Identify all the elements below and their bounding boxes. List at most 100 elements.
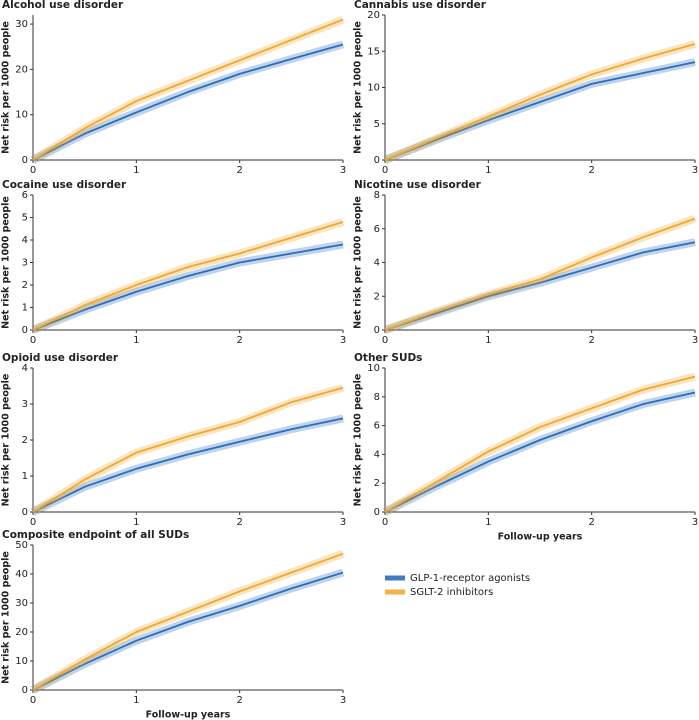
x-tick-label: 3 xyxy=(340,517,346,528)
confidence-band xyxy=(383,388,696,516)
y-tick-label: 0 xyxy=(374,507,380,518)
panel-title: Nicotine use disorder xyxy=(354,179,482,191)
series-line xyxy=(32,18,344,161)
confidence-band xyxy=(383,58,696,164)
series-line xyxy=(384,375,696,513)
series-line xyxy=(32,221,344,331)
x-tick-label: 1 xyxy=(133,517,139,528)
y-axis-label: Net risk per 1000 people xyxy=(353,21,364,154)
confidence-band xyxy=(31,40,345,164)
y-tick-label: 4 xyxy=(22,363,28,374)
y-tick-label: 0 xyxy=(22,685,28,696)
x-tick-label: 3 xyxy=(340,695,346,706)
x-tick-label: 2 xyxy=(588,517,594,528)
confidence-band xyxy=(31,240,344,334)
x-tick-label: 1 xyxy=(485,165,491,176)
series-line xyxy=(384,43,696,161)
y-tick-label: 4 xyxy=(374,449,380,460)
series-line xyxy=(32,417,344,513)
x-tick-label: 0 xyxy=(30,335,36,346)
y-tick-label: 4 xyxy=(22,235,28,246)
x-tick-label: 2 xyxy=(236,165,242,176)
y-axis-label: Net risk per 1000 people xyxy=(353,196,364,329)
x-tick-label: 3 xyxy=(340,165,346,176)
x-tick-label: 0 xyxy=(382,335,388,346)
y-tick-label: 5 xyxy=(22,213,28,224)
y-axis-label: Net risk per 1000 people xyxy=(1,551,12,684)
x-tick-label: 2 xyxy=(236,335,242,346)
series-line xyxy=(384,61,696,161)
y-axis-label: Net risk per 1000 people xyxy=(1,374,12,507)
x-axis-label: Follow-up years xyxy=(146,710,231,720)
x-tick-label: 2 xyxy=(236,517,242,528)
panel-title: Alcohol use disorder xyxy=(2,0,124,11)
y-tick-label: 30 xyxy=(15,19,28,30)
y-tick-label: 3 xyxy=(22,399,28,410)
series-line xyxy=(384,217,696,331)
y-tick-label: 20 xyxy=(15,64,28,75)
y-tick-label: 0 xyxy=(374,155,380,166)
y-axis-label: Net risk per 1000 people xyxy=(353,374,364,507)
x-tick-label: 1 xyxy=(133,165,139,176)
x-tick-label: 1 xyxy=(485,335,491,346)
series-line xyxy=(32,552,344,691)
y-tick-label: 10 xyxy=(367,363,380,374)
x-tick-label: 0 xyxy=(30,165,36,176)
y-tick-label: 30 xyxy=(15,598,28,609)
panel-title: Cannabis use disorder xyxy=(354,0,487,11)
y-tick-label: 15 xyxy=(367,46,380,57)
y-tick-label: 0 xyxy=(22,507,28,518)
x-tick-label: 0 xyxy=(30,695,36,706)
x-tick-label: 3 xyxy=(692,165,698,176)
series-line xyxy=(384,241,696,331)
x-axis-label: Follow-up years xyxy=(498,532,583,543)
y-tick-label: 6 xyxy=(22,190,28,201)
y-tick-label: 50 xyxy=(15,540,28,551)
y-tick-label: 2 xyxy=(22,280,28,291)
series-line xyxy=(32,386,344,513)
x-tick-label: 0 xyxy=(30,517,36,528)
x-tick-label: 1 xyxy=(133,695,139,706)
panel-title: Opioid use disorder xyxy=(2,352,119,364)
y-tick-label: 10 xyxy=(15,656,28,667)
y-tick-label: 1 xyxy=(22,303,28,314)
y-tick-label: 3 xyxy=(22,258,28,269)
y-tick-label: 2 xyxy=(22,435,28,446)
x-tick-label: 3 xyxy=(340,335,346,346)
x-tick-label: 3 xyxy=(692,335,698,346)
x-tick-label: 2 xyxy=(236,695,242,706)
x-tick-label: 0 xyxy=(382,517,388,528)
y-tick-label: 0 xyxy=(22,325,28,336)
legend-label: SGLT-2 inhibitors xyxy=(410,587,493,598)
y-tick-label: 5 xyxy=(374,119,380,130)
y-tick-label: 8 xyxy=(374,190,380,201)
y-tick-label: 6 xyxy=(374,224,380,235)
x-tick-label: 2 xyxy=(588,335,594,346)
x-tick-label: 1 xyxy=(133,335,139,346)
y-tick-label: 1 xyxy=(22,471,28,482)
y-tick-label: 2 xyxy=(374,478,380,489)
x-tick-label: 3 xyxy=(692,517,698,528)
panel-title: Cocaine use disorder xyxy=(2,179,127,191)
series-line xyxy=(32,43,344,161)
y-tick-label: 0 xyxy=(374,325,380,336)
legend-label: GLP-1-receptor agonists xyxy=(410,573,530,584)
y-tick-label: 2 xyxy=(374,291,380,302)
y-tick-label: 8 xyxy=(374,392,380,403)
y-tick-label: 6 xyxy=(374,421,380,432)
y-tick-label: 4 xyxy=(374,258,380,269)
y-axis-label: Net risk per 1000 people xyxy=(1,196,12,329)
y-tick-label: 40 xyxy=(15,569,28,580)
y-tick-label: 20 xyxy=(15,627,28,638)
series-line xyxy=(384,391,696,513)
y-tick-label: 10 xyxy=(367,83,380,94)
y-tick-label: 10 xyxy=(15,110,28,121)
y-tick-label: 0 xyxy=(22,155,28,166)
panel-title: Composite endpoint of all SUDs xyxy=(2,529,189,541)
x-tick-label: 1 xyxy=(485,517,491,528)
series-line xyxy=(32,571,344,691)
x-tick-label: 0 xyxy=(382,165,388,176)
y-tick-label: 20 xyxy=(367,10,380,21)
confidence-band xyxy=(31,568,345,694)
